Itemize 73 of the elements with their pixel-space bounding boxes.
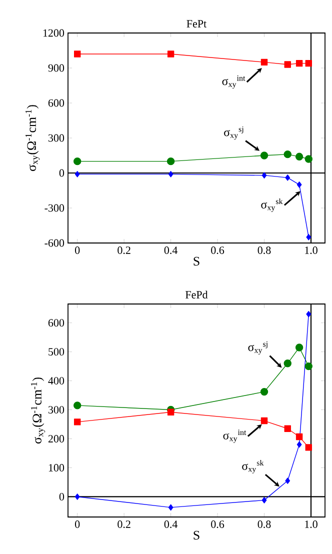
point xyxy=(260,58,268,66)
point xyxy=(260,152,268,160)
point xyxy=(260,388,268,396)
annotation: σ$_{xy}$sk xyxy=(242,460,264,474)
y-tick-label: 300 xyxy=(48,134,64,142)
point xyxy=(305,60,312,67)
x-tick-label: 0.2 xyxy=(118,520,130,528)
x-axis-title: S xyxy=(194,256,200,266)
point xyxy=(304,155,312,163)
x-tick-label: 0.8 xyxy=(258,246,271,254)
point xyxy=(295,152,304,161)
y-tick-label: 600 xyxy=(48,319,64,327)
point xyxy=(296,441,302,448)
point xyxy=(296,182,302,188)
annotation: σ$_{xy}$sj xyxy=(224,126,244,140)
x-tick-label: 0 xyxy=(75,246,80,254)
y-tick-label: 1200 xyxy=(43,29,64,37)
point xyxy=(74,171,80,178)
chart-title: FePd xyxy=(186,290,208,298)
point xyxy=(304,362,312,370)
y-tick-label: 0 xyxy=(59,169,64,177)
x-tick-label: 0.6 xyxy=(211,520,224,528)
point xyxy=(166,157,175,166)
point xyxy=(305,444,312,451)
x-axis-title: S xyxy=(194,530,200,540)
y-axis-title: σ$_{xy}$(Ω$^{-1}$cm$^{-1}$) xyxy=(30,378,46,444)
y-axis-title: σ$_{xy}$(Ω$^{-1}$cm$^{-1}$) xyxy=(25,105,40,171)
x-tick-label: 0.4 xyxy=(164,246,178,254)
point xyxy=(73,157,82,166)
y-tick-label: 400 xyxy=(48,377,64,385)
point xyxy=(74,418,81,426)
point xyxy=(168,171,174,178)
point xyxy=(168,504,174,511)
point xyxy=(167,50,174,58)
y-tick-label: 200 xyxy=(48,435,64,442)
point xyxy=(284,425,291,432)
annotation: σ$_{xy}$int xyxy=(223,430,246,443)
x-tick-label: 1.0 xyxy=(305,520,318,528)
point xyxy=(285,174,290,181)
y-tick-label: 100 xyxy=(48,464,64,472)
point xyxy=(73,402,82,410)
point xyxy=(262,497,267,504)
y-tick-label: 900 xyxy=(48,64,64,72)
point xyxy=(306,310,312,318)
point xyxy=(74,494,80,500)
point xyxy=(262,172,267,178)
x-tick-label: 0.8 xyxy=(258,520,271,528)
x-tick-label: 0.2 xyxy=(118,246,130,254)
point xyxy=(74,50,81,58)
point xyxy=(167,408,174,416)
annotation: σ$_{xy}$int xyxy=(222,75,246,89)
annotation: σ$_{xy}$sk xyxy=(261,198,283,212)
y-tick-label: 0 xyxy=(59,493,64,500)
point xyxy=(285,478,290,484)
x-tick-label: 1.0 xyxy=(305,246,318,254)
point xyxy=(295,344,304,352)
y-tick-label: 600 xyxy=(48,99,64,107)
x-tick-label: 0 xyxy=(75,520,80,528)
chart-title: FePt xyxy=(186,20,207,28)
point xyxy=(306,234,312,240)
y-tick-label: -600 xyxy=(44,239,64,247)
point xyxy=(260,417,268,424)
point xyxy=(296,60,303,67)
point xyxy=(284,150,292,158)
y-tick-label: -300 xyxy=(44,204,64,212)
annotation: σ$_{xy}$sj xyxy=(248,341,268,355)
point xyxy=(296,433,303,440)
x-tick-label: 0.6 xyxy=(211,246,224,254)
x-tick-label: 0.4 xyxy=(164,520,178,528)
point xyxy=(284,360,292,368)
y-tick-label: 500 xyxy=(48,348,64,356)
y-tick-label: 300 xyxy=(48,406,64,414)
point xyxy=(284,61,291,68)
